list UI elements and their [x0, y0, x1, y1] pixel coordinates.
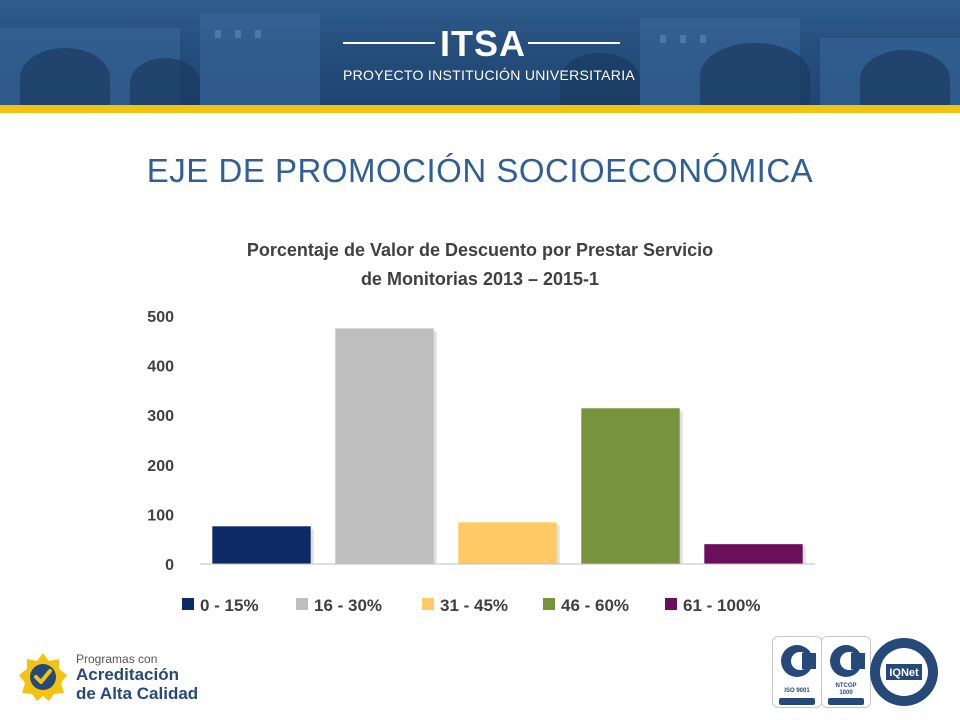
bar-4: [581, 408, 680, 564]
y-tick-label: 0: [165, 557, 174, 574]
icontec-logo-icon: [781, 645, 816, 677]
y-tick-label: 400: [147, 359, 174, 376]
legend-swatch: [543, 598, 555, 610]
legend-swatch: [182, 598, 194, 610]
tree-shape: [130, 58, 200, 108]
accreditation-title: Acreditación de Alta Calidad: [76, 665, 198, 703]
y-tick-label: 100: [147, 507, 174, 524]
slide-title: EJE DE PROMOCIÓN SOCIOECONÓMICA: [146, 152, 814, 189]
seal-name: IQNet: [889, 667, 919, 679]
bar-5: [704, 544, 803, 564]
itsa-brand: ITSA PROYECTO INSTITUCIÓN UNIVERSITARIA: [340, 23, 635, 95]
bars-group: [212, 328, 806, 564]
bar-1: [212, 526, 311, 564]
iso-9001-badge: ISO 9001: [772, 636, 822, 708]
building-shape: [200, 13, 320, 108]
brand-rule-left: [343, 42, 435, 44]
window-shape: [680, 35, 686, 43]
window-shape: [215, 30, 221, 38]
legend-label: 16 - 30%: [314, 596, 382, 615]
legend-swatch: [665, 598, 677, 610]
accreditation-line-2: Acreditación: [76, 665, 179, 684]
accreditation-badge: Programas con Acreditación de Alta Calid…: [18, 650, 218, 710]
legend-label: 0 - 15%: [200, 596, 259, 615]
y-tick-label: 300: [147, 408, 174, 425]
chart-title: Porcentaje de Valor de Descuento por Pre…: [180, 236, 780, 294]
icontec-strip: [828, 698, 864, 705]
bar-2: [335, 328, 434, 564]
accreditation-prefix: Programas con: [76, 652, 158, 666]
header-banner: ITSA PROYECTO INSTITUCIÓN UNIVERSITARIA: [0, 0, 960, 108]
ntcgp-label: NTCGP 1000: [822, 683, 870, 697]
iqnet-certified-seal: IQNet: [870, 638, 938, 706]
legend-label: 31 - 45%: [440, 596, 508, 615]
tree-shape: [20, 48, 110, 108]
itsa-logo: ITSA: [440, 23, 527, 64]
iso-9001-label: ISO 9001: [784, 688, 810, 694]
window-shape: [660, 35, 666, 43]
legend-label: 46 - 60%: [561, 596, 629, 615]
y-axis: 0 100 200 300 400 500: [147, 309, 174, 574]
chart-title-line-2: de Monitorias 2013 – 2015-1: [360, 269, 600, 289]
y-tick-label: 500: [147, 309, 174, 326]
legend-label: 61 - 100%: [683, 596, 761, 615]
star-check-icon: [19, 653, 67, 701]
icontec-logo-icon: [830, 645, 865, 677]
window-shape: [235, 30, 241, 38]
gold-divider: [0, 105, 960, 113]
legend-swatch: [422, 598, 434, 610]
ntcgp-line-1: NTCGP: [835, 683, 857, 689]
bar-3: [458, 522, 557, 564]
chart-title-line-1: Porcentaje de Valor de Descuento por Pre…: [246, 240, 714, 260]
tree-shape: [560, 53, 640, 108]
tree-shape: [700, 43, 810, 108]
ntcgp-1000-badge: NTCGP 1000: [821, 636, 871, 708]
y-tick-label: 200: [147, 458, 174, 475]
tree-shape: [860, 50, 950, 108]
window-shape: [700, 35, 706, 43]
icontec-strip: [779, 698, 815, 705]
chart-legend: 0 - 15% 16 - 30% 31 - 45% 46 - 60% 61 - 100%: [182, 596, 761, 615]
brand-subtitle: PROYECTO INSTITUCIÓN UNIVERSITARIA: [343, 67, 636, 83]
accreditation-line-3: de Alta Calidad: [76, 684, 199, 703]
ntcgp-line-2: 1000: [839, 690, 853, 696]
brand-rule-right: [528, 42, 620, 44]
legend-swatch: [296, 598, 308, 610]
window-shape: [255, 30, 261, 38]
